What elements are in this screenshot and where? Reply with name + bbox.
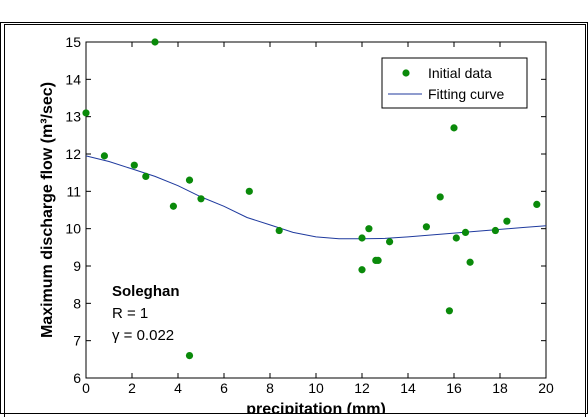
legend-box <box>381 57 528 109</box>
top-strip <box>0 0 588 23</box>
data-point <box>503 217 511 225</box>
annotation-gamma: γ = 0.022 <box>112 327 174 344</box>
data-point <box>197 195 205 203</box>
x-tick-label: 20 <box>538 380 554 396</box>
data-point <box>422 223 430 231</box>
data-point <box>374 256 382 264</box>
legend: Initial data Fitting curve <box>381 57 528 109</box>
annotation: Soleghan R = 1 γ = 0.022 <box>112 283 180 344</box>
legend-label-initial-data: Initial data <box>428 65 492 81</box>
data-point <box>436 193 444 201</box>
y-tick-label: 15 <box>65 34 81 50</box>
legend-label-fitting-curve: Fitting curve <box>428 86 504 102</box>
data-point <box>358 234 366 242</box>
data-point <box>461 228 470 236</box>
y-tick-label: 8 <box>73 295 81 311</box>
data-point <box>365 225 373 233</box>
data-point <box>452 234 460 242</box>
y-axis-label: Maximum discharge flow (m³/sec) <box>39 82 56 338</box>
y-tick-label: 14 <box>65 71 81 87</box>
y-tick-label: 10 <box>65 221 81 237</box>
data-point <box>358 266 366 274</box>
data-point <box>185 176 194 184</box>
x-tick-label: 14 <box>400 380 416 396</box>
x-axis-label: precipitation (mm) <box>246 401 386 414</box>
x-tick-label: 8 <box>266 380 274 396</box>
data-point <box>533 200 541 208</box>
y-tick-label: 7 <box>73 333 81 349</box>
x-tick-label: 2 <box>128 380 136 396</box>
y-tick-label: 13 <box>65 109 81 125</box>
x-tick-label: 4 <box>174 380 182 396</box>
y-tick-label: 11 <box>66 183 81 199</box>
y-tick-label: 9 <box>73 258 81 274</box>
y-tick-label: 6 <box>73 370 81 386</box>
data-point <box>245 187 253 195</box>
annotation-r: R = 1 <box>112 305 148 322</box>
data-point <box>450 124 458 132</box>
data-point <box>185 352 194 360</box>
data-point <box>275 226 283 235</box>
x-tick-label: 6 <box>220 380 228 396</box>
data-point <box>386 238 394 246</box>
data-point <box>142 172 150 180</box>
data-point <box>100 152 108 160</box>
x-tick-label: 12 <box>354 380 370 396</box>
fitting-curve-line <box>85 155 547 240</box>
data-point <box>445 307 453 315</box>
annotation-station: Soleghan <box>112 283 180 300</box>
x-tick-label: 10 <box>308 380 324 396</box>
x-tick-label: 16 <box>446 380 462 396</box>
data-point <box>151 38 159 46</box>
chart-panel <box>4 24 586 417</box>
data-point <box>169 202 177 210</box>
x-tick-label: 0 <box>82 380 90 396</box>
data-point <box>491 226 499 235</box>
data-point <box>130 161 138 169</box>
legend-marker-initial-data <box>402 69 410 77</box>
data-point <box>466 258 474 266</box>
x-tick-label: 18 <box>492 380 508 396</box>
y-tick-label: 12 <box>65 146 81 162</box>
data-point <box>82 109 90 117</box>
